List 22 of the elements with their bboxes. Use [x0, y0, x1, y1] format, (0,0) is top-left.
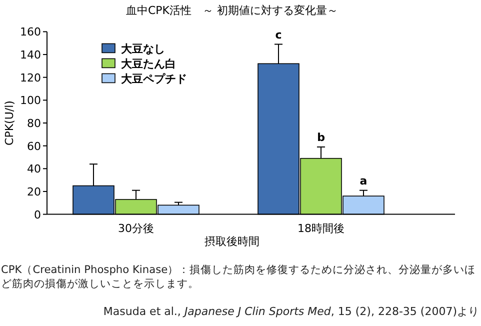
y-tick-label: 0	[34, 208, 41, 222]
legend-label: 大豆たん白	[121, 58, 176, 71]
chart-title: 血中CPK活性 ～ 初期値に対する変化量～	[126, 4, 338, 17]
y-tick-label: 40	[27, 162, 41, 176]
x-tick-label: 30分後	[118, 222, 154, 235]
y-tick-label: 80	[27, 117, 41, 130]
y-tick-label: 140	[20, 48, 41, 62]
annotation: b	[317, 130, 326, 144]
y-tick-label: 60	[27, 140, 41, 153]
text: CPK（Creatinin Phospho Kinase）：損傷した筋肉を修復するために分泌され、分泌量が多いほど筋肉の損傷が激しいことを示します。	[1, 263, 477, 291]
y-tick-label: 20	[27, 185, 41, 198]
legend-label: 大豆ペプチド	[121, 72, 187, 86]
text: Masuda et al., Japanese J Clin Sports Med, 15 (2), 228-35 (2007)より	[103, 305, 479, 319]
legend-label: 大豆なし	[121, 42, 165, 56]
annotation: c	[275, 28, 282, 42]
y-tick-label: 120	[20, 71, 41, 84]
annotation: a	[360, 174, 368, 188]
y-tick-label: 100	[20, 94, 41, 108]
x-axis-title: 摂取後時間	[204, 235, 260, 248]
y-tick-label: 160	[20, 26, 41, 39]
y-axis-title: CPK(U/l)	[3, 100, 16, 146]
x-tick-label: 18時間後	[298, 222, 344, 235]
